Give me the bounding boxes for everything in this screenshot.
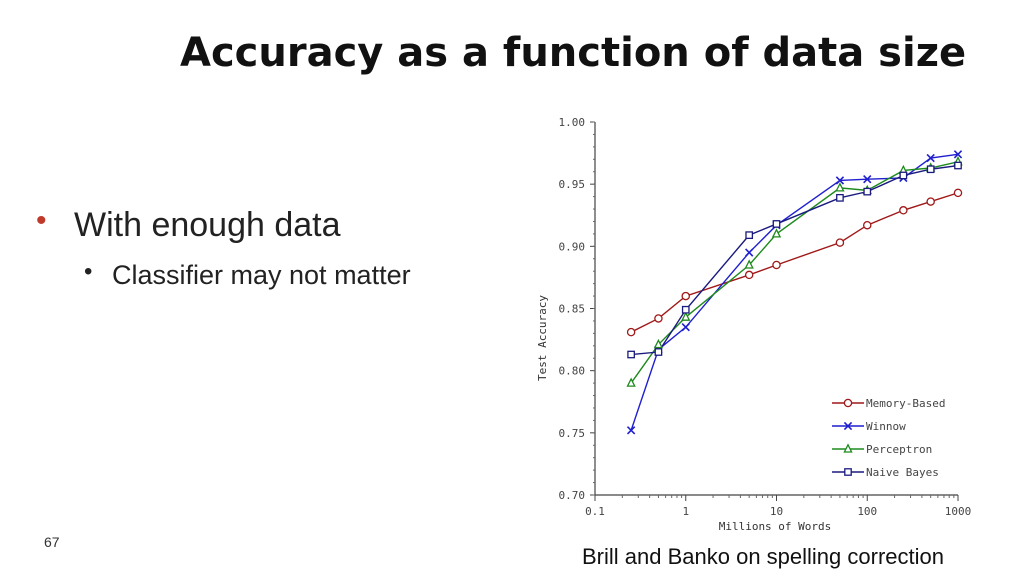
data-point xyxy=(926,153,935,163)
y-tick-label: 0.80 xyxy=(559,365,586,378)
data-point xyxy=(744,270,754,280)
accuracy-line-chart: 0.70 0.75 0.80 0.85 0.90 0.95 1.00 0.1 1 10 100 100… xyxy=(536,116,972,533)
data-point xyxy=(745,231,754,239)
y-tick-label: 0.90 xyxy=(559,240,586,253)
data-point xyxy=(954,161,962,170)
y-tick-label: 0.75 xyxy=(559,427,586,440)
data-point xyxy=(953,188,963,198)
series-line xyxy=(630,192,959,333)
legend-label: Perceptron xyxy=(866,443,932,456)
data-point xyxy=(626,327,636,337)
bullet-dot-icon: • xyxy=(36,204,47,237)
y-axis-label: Test Accuracy xyxy=(536,295,549,381)
sub-bullet-text: Classifier may not matter xyxy=(112,260,411,290)
figure-caption: Brill and Banko on spelling correction xyxy=(582,544,944,569)
data-point xyxy=(843,421,853,431)
bullet-text: With enough data xyxy=(74,206,341,244)
y-tick-label: 0.70 xyxy=(559,489,586,502)
legend-label: Memory-Based xyxy=(866,397,945,410)
data-point xyxy=(835,176,845,185)
data-point xyxy=(899,206,908,215)
chart-legend: Memory-Based Winnow Perceptron Naive Bayes xyxy=(832,397,945,479)
legend-label: Winnow xyxy=(866,420,906,433)
data-point xyxy=(926,165,935,174)
data-point xyxy=(863,187,872,196)
series-line xyxy=(631,164,959,356)
data-point xyxy=(926,197,935,206)
data-point xyxy=(627,350,635,359)
data-point xyxy=(843,398,853,408)
data-point xyxy=(681,311,691,321)
series-line xyxy=(630,153,959,431)
data-point xyxy=(744,259,754,269)
chart-axes: 0.70 0.75 0.80 0.85 0.90 0.95 1.00 0.1 1 10 100 100… xyxy=(559,116,972,518)
data-point xyxy=(862,220,872,230)
sub-bullet-dot-icon: • xyxy=(84,258,93,285)
data-point xyxy=(843,443,853,453)
x-tick-label: 1 xyxy=(682,505,689,518)
page-number: 67 xyxy=(44,534,60,550)
data-point xyxy=(899,171,908,180)
data-point xyxy=(953,150,963,159)
data-point xyxy=(772,220,781,228)
data-point xyxy=(835,238,845,247)
y-tick-label: 1.00 xyxy=(559,116,586,129)
data-point xyxy=(654,348,663,356)
series-line xyxy=(630,161,959,384)
y-tick-label: 0.95 xyxy=(559,178,586,191)
data-point xyxy=(835,182,845,192)
data-point xyxy=(681,291,690,301)
slide-title: Accuracy as a function of data size xyxy=(180,30,967,76)
data-point xyxy=(681,322,690,332)
x-tick-label: 0.1 xyxy=(585,505,605,518)
x-tick-label: 100 xyxy=(857,505,877,518)
data-point xyxy=(681,305,690,314)
data-point xyxy=(771,228,782,238)
data-point xyxy=(626,426,636,435)
data-point xyxy=(653,338,664,349)
data-point xyxy=(836,193,844,202)
data-point xyxy=(844,468,852,476)
x-tick-label: 1000 xyxy=(945,505,972,518)
data-point xyxy=(745,248,754,257)
data-point xyxy=(654,314,663,323)
y-tick-label: 0.85 xyxy=(559,303,586,316)
data-point xyxy=(772,260,781,270)
x-tick-label: 10 xyxy=(770,505,783,518)
x-axis-label: Millions of Words xyxy=(719,520,832,533)
data-point xyxy=(626,377,636,387)
legend-label: Naive Bayes xyxy=(866,466,939,479)
data-point xyxy=(863,175,872,184)
chart-series xyxy=(626,150,963,435)
